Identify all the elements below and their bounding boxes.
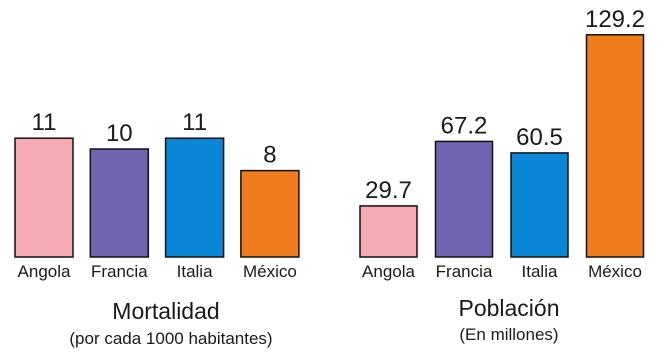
population-category-label-mexico: México: [588, 262, 642, 281]
population-chart-subtitle: (En millones): [459, 325, 558, 344]
population-value-label-italia: 60.5: [516, 124, 563, 151]
population-value-label-francia: 67.2: [441, 112, 488, 139]
mortality-category-label-angola: Angola: [18, 262, 71, 281]
mortality-chart: 11 Angola 10 Francia 11 Italia 8 México: [14, 109, 300, 281]
mortality-value-label-angola: 11: [32, 109, 57, 136]
population-category-label-francia: Francia: [436, 262, 493, 281]
population-chart-title: Población: [458, 295, 559, 321]
mortality-bar-angola: [14, 137, 74, 258]
mortality-bar-francia: [89, 148, 150, 258]
mortality-bar-mexico: [240, 169, 300, 258]
mortality-category-label-italia: Italia: [177, 262, 213, 281]
mortality-chart-title: Mortalidad: [112, 298, 219, 324]
population-value-label-mexico: 129.2: [585, 6, 645, 33]
mortality-bar-italia: [164, 137, 225, 258]
population-category-label-italia: Italia: [522, 262, 558, 281]
mortality-category-label-francia: Francia: [91, 262, 148, 281]
population-value-label-angola: 29.7: [365, 177, 412, 204]
population-bar-mexico: [585, 34, 645, 258]
population-bar-italia: [510, 152, 569, 258]
mortality-value-label-francia: 10: [106, 120, 133, 147]
population-category-label-angola: Angola: [362, 262, 415, 281]
population-bar-francia: [434, 140, 494, 258]
mortality-value-label-mexico: 8: [263, 142, 276, 169]
population-chart: 29.7 Angola 67.2 Francia 60.5 Italia 129.2 Méxi…: [359, 6, 645, 281]
population-bar-angola: [359, 205, 418, 258]
mortality-value-label-italia: 11: [182, 109, 207, 136]
mortality-category-label-mexico: México: [243, 262, 297, 281]
mortality-chart-subtitle: (por cada 1000 habitantes): [69, 329, 272, 348]
